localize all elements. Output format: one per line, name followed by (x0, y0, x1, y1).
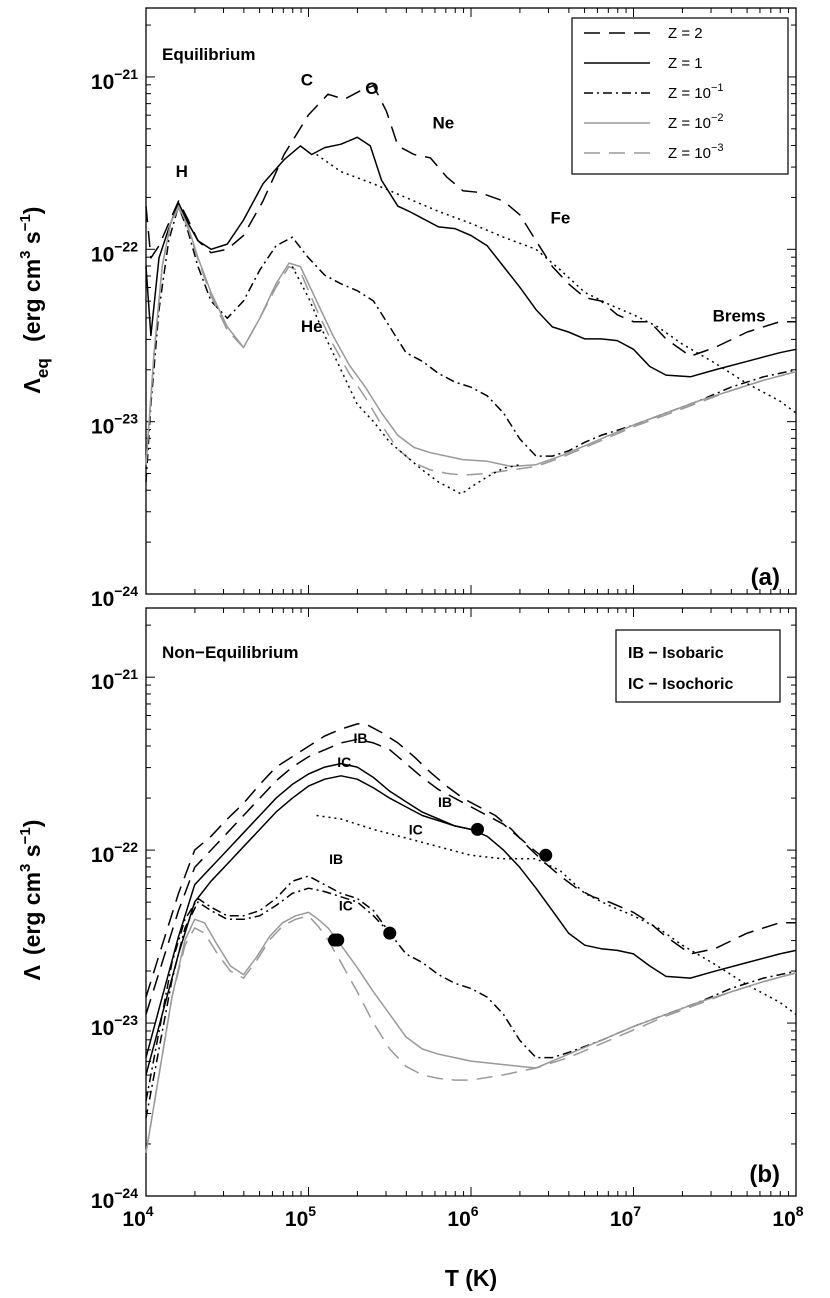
y-tick-label: 10−22 (91, 839, 138, 867)
annotation-he: He (301, 317, 323, 336)
markers-b (328, 822, 553, 947)
annotation-brems: Brems (713, 307, 766, 326)
series-line-z-2-ib (145, 723, 796, 998)
axis-ticks-a: 10−21 10−22 10−23 10−24 (91, 8, 796, 611)
panel-equilibrium: 10−21 10−22 10−23 10−24 H He C O Ne Fe Brems Equi… (17, 7, 797, 611)
x-tick-label: 106 (447, 1203, 478, 1231)
marker-point (383, 926, 397, 940)
annotations-a: H He C O Ne Fe Brems (176, 71, 766, 336)
annotation-h: H (176, 162, 188, 181)
series-line-z-0-001 (145, 915, 797, 1153)
y-tick-label: 10−22 (91, 238, 138, 266)
series-line-z-0-1-ib (145, 875, 797, 1102)
legend-label-z-10-1: Z = 10−1 (668, 82, 724, 102)
x-tick-label: 105 (285, 1203, 316, 1231)
series-line-z-1-cut (316, 153, 797, 414)
annotation-ic: IC (339, 898, 353, 914)
legend-label-z-10-2: Z = 10−2 (668, 112, 724, 132)
series-line-z-0-1-ic (145, 887, 391, 1119)
legend-label-z-2: Z = 2 (668, 25, 703, 42)
marker-point (331, 933, 345, 947)
legend-a: Z = 2 Z = 1 Z = 10−1 Z = 10−2 Z = 10−3 (571, 17, 789, 175)
series-line-z-0-01 (145, 911, 797, 1153)
series-line-z-1-ic (145, 775, 472, 1076)
annotation-ne: Ne (433, 114, 455, 133)
x-axis-label: T (K) (445, 1265, 497, 1291)
legend-label-z-10-3: Z = 10−3 (668, 142, 724, 162)
legend-label-z-1: Z = 1 (668, 55, 703, 72)
annotation-ib: IB (329, 851, 343, 867)
x-tick-label: 107 (610, 1203, 641, 1231)
panel-label-b: (b) (749, 1161, 780, 1188)
annotation-ic: IC (409, 822, 423, 838)
marker-point (539, 848, 553, 862)
series-line-z-1-ib (145, 762, 797, 1058)
legend-box-b (615, 629, 781, 703)
x-tick-label: 104 (122, 1203, 153, 1231)
y-tick-label: 10−23 (91, 1012, 138, 1040)
y-axis-label-b: Λ(erg cm3 s−1) (17, 820, 45, 981)
series-line-z-1 (145, 136, 797, 378)
panel-label-a: (a) (751, 564, 780, 591)
series-line-z-10-1 (145, 205, 797, 483)
y-tick-label: 10−24 (91, 583, 138, 611)
annotation-fe: Fe (550, 208, 570, 227)
legend-entry-isobaric: IB − Isobaric (628, 645, 724, 662)
y-tick-label: 10−21 (91, 66, 138, 94)
y-tick-label: 10−24 (91, 1185, 138, 1213)
annotation-c: C (301, 71, 313, 90)
legend-b: IB − Isobaric IC − Isochoric (615, 629, 781, 703)
annotation-ib: IB (438, 794, 452, 810)
annotation-o: O (365, 79, 378, 98)
y-tick-label: 10−23 (91, 411, 138, 439)
series-line-z-10-3 (145, 207, 797, 476)
y-tick-label: 10−21 (91, 666, 138, 694)
marker-point (471, 822, 484, 836)
y-axis-label-a: Λeq (erg cm3 s−1) (17, 207, 52, 394)
annotation-ic: IC (337, 754, 351, 770)
title-non-equilibrium: Non−Equilibrium (162, 643, 298, 662)
legend-entry-isochoric: IC − Isochoric (628, 676, 733, 693)
series-line-z-10-2 (145, 205, 797, 468)
series-line-z-2 (145, 84, 796, 357)
title-equilibrium: Equilibrium (162, 45, 256, 64)
x-tick-label: 108 (772, 1203, 803, 1231)
series-group-b (145, 723, 797, 1153)
series-group-a (145, 84, 797, 495)
series-line-z-2-ic (145, 738, 553, 1015)
legend-box-a (571, 17, 789, 175)
annotation-ib: IB (354, 730, 368, 746)
series-line-z-10-3-low-z-cut (291, 266, 520, 495)
